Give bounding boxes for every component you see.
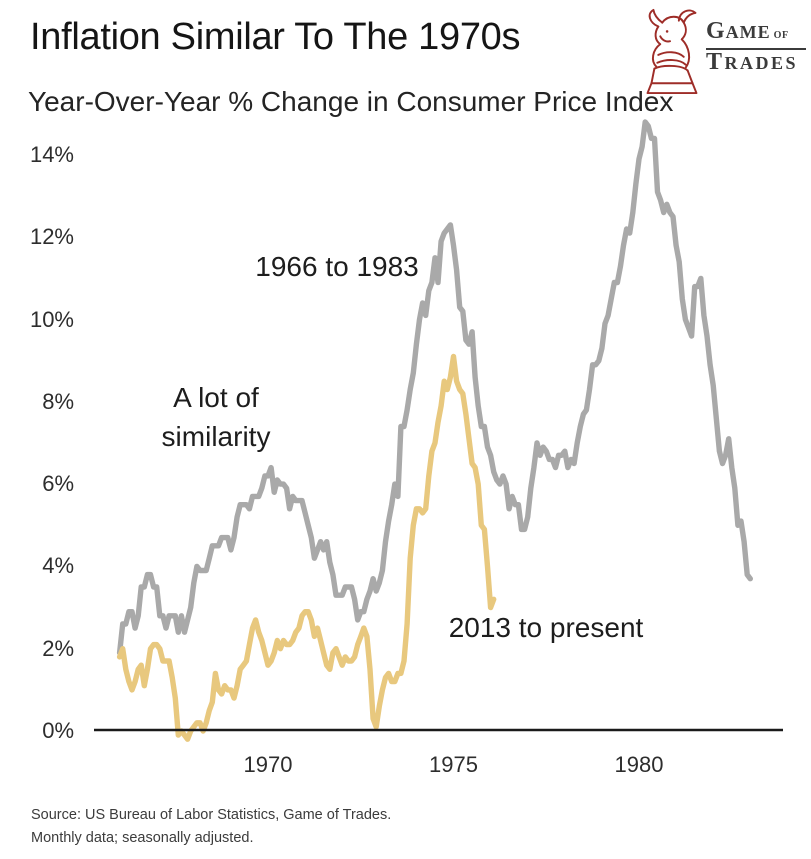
brand-word-of: OF — [773, 30, 789, 41]
data-note: Monthly data; seasonally adjusted. — [31, 830, 254, 846]
annotation-series-1966-1983: 1966 to 1983 — [255, 251, 419, 282]
y-axis-tick-label: 2% — [42, 635, 74, 661]
y-axis-tick-label: 12% — [29, 224, 74, 250]
y-axis-tick-label: 8% — [42, 388, 74, 414]
chart-subtitle: Year-Over-Year % Change in Consumer Pric… — [28, 86, 674, 117]
annotation-a-lot-of-similarity: A lot of similarity — [162, 378, 271, 456]
y-axis-tick-label: 6% — [42, 471, 74, 497]
brand-word-game: GAME OF — [706, 18, 789, 44]
y-axis-tick-label: 14% — [29, 141, 74, 167]
x-axis-tick-label: 1975 — [429, 752, 478, 777]
bull-chess-piece-icon — [646, 8, 698, 95]
series-line-1966-1983 — [116, 119, 753, 656]
brand-logo: GAME OF TRADES — [642, 4, 810, 96]
brand-divider-line — [706, 48, 806, 50]
y-axis-tick-label: 0% — [42, 718, 74, 743]
annotation-similarity-line1: A lot of — [173, 382, 259, 413]
x-axis-tick-label: 1970 — [243, 752, 293, 777]
page-title: Inflation Similar To The 1970s — [30, 16, 521, 58]
annotation-similarity-line2: similarity — [161, 421, 271, 452]
x-axis-tick-label: 1980 — [614, 752, 664, 777]
annotation-series-2013-present: 2013 to present — [448, 612, 644, 643]
y-axis-tick-label: 10% — [29, 306, 74, 332]
series-line-2013-present — [116, 353, 497, 742]
y-axis-tick-label: 4% — [42, 553, 74, 579]
source-credit: Source: US Bureau of Labor Statistics, G… — [31, 807, 392, 823]
brand-word-trades: TRADES — [706, 49, 799, 75]
brand-wordmark: GAME OF TRADES — [706, 20, 808, 74]
